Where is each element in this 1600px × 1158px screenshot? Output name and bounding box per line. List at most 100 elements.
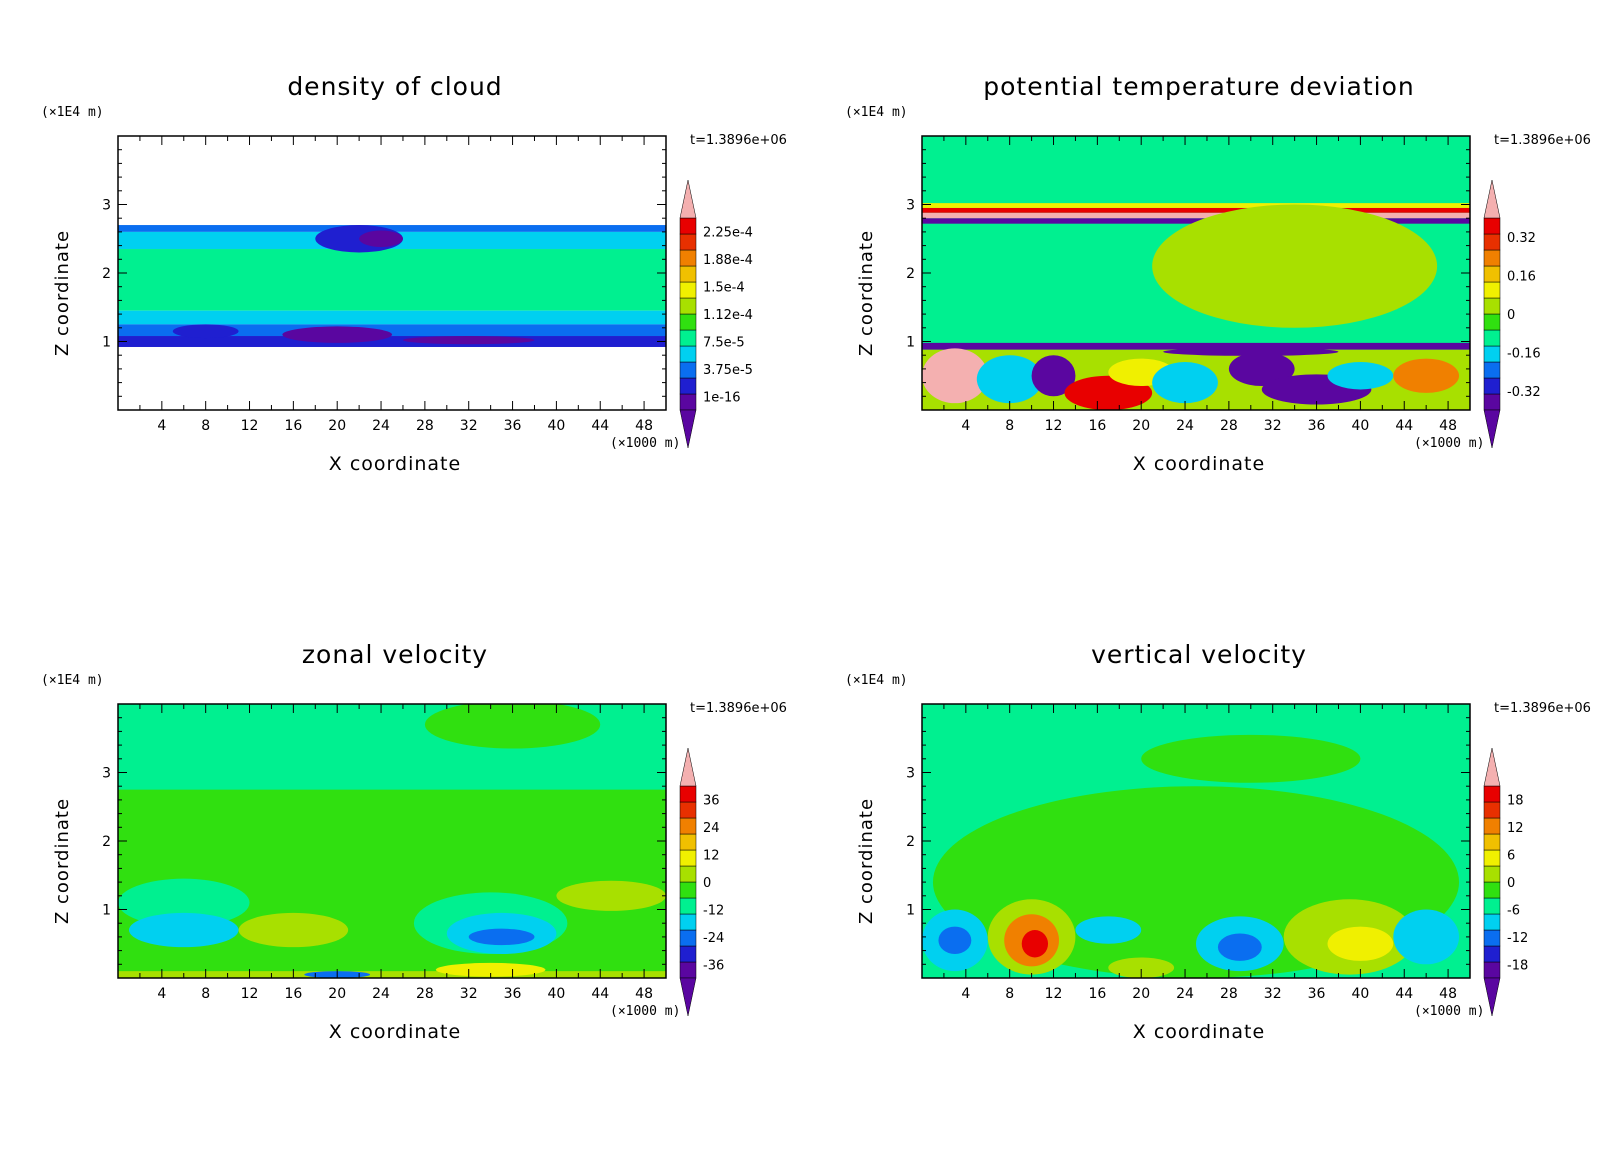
colorbar-bottom-arrow [1483, 409, 1501, 449]
x-tick-label: 24 [1176, 986, 1194, 1002]
colorbar-cell [1483, 865, 1501, 883]
colorbar-cell [1483, 393, 1501, 411]
x-tick-label: 8 [201, 986, 210, 1002]
x-tick-label: 32 [460, 418, 478, 434]
colorbar-label: 18 [1507, 794, 1524, 809]
colorbar-cell [1483, 913, 1501, 931]
colorbar-cell [1483, 785, 1501, 803]
y-tick-label: 3 [906, 766, 915, 782]
colorbar-label: 0 [703, 876, 711, 891]
x-tick-label: 44 [591, 418, 609, 434]
colorbar-label: 3.75e-5 [703, 363, 753, 378]
colorbar-cell [679, 817, 697, 835]
field-blob [938, 926, 972, 955]
colorbar-cell [1483, 377, 1501, 395]
colorbar-label: 1.12e-4 [703, 308, 753, 323]
colorbar-cell [679, 897, 697, 915]
colorbar-cell [679, 801, 697, 819]
x-tick-label: 4 [961, 986, 970, 1002]
colorbar-label: 2.25e-4 [703, 226, 753, 241]
x-tick-label: 48 [635, 418, 653, 434]
colorbar-cell [1483, 881, 1501, 899]
field-band [922, 203, 1470, 208]
colorbar-cell [679, 377, 697, 395]
field-blob [172, 324, 239, 339]
x-tick-label: 16 [284, 986, 302, 1002]
field-band [922, 218, 1470, 224]
colorbar-top-arrow [679, 747, 697, 787]
panel-vertical-velocity: vertical velocity (×1E4 m) t=1.3896e+06 … [804, 568, 1594, 1128]
panel-density-of-cloud: density of cloud (×1E4 m) t=1.3896e+06 Z… [0, 0, 790, 560]
field-blob [128, 912, 239, 948]
x-tick-label: 20 [328, 986, 346, 1002]
x-scale-note: (×1000 m) [610, 1004, 681, 1019]
colorbar-top-arrow [1483, 179, 1501, 219]
field-blob [1141, 734, 1361, 783]
field-band [118, 225, 666, 232]
field-band [118, 249, 666, 311]
colorbar-bottom-arrow [679, 409, 697, 449]
x-tick-label: 40 [547, 418, 565, 434]
colorbar-cell [679, 961, 697, 979]
x-tick-label: 40 [1351, 986, 1369, 1002]
colorbar-cell [679, 833, 697, 851]
x-tick-label: 12 [1045, 418, 1063, 434]
y-scale-note: (×1E4 m) [845, 673, 908, 688]
chart-title: potential temperature deviation [983, 72, 1415, 101]
x-tick-label: 20 [328, 418, 346, 434]
x-tick-label: 8 [1005, 986, 1014, 1002]
x-tick-label: 28 [1220, 986, 1238, 1002]
colorbar-label: -0.16 [1507, 346, 1541, 361]
x-tick-label: 28 [416, 418, 434, 434]
colorbar-cell [1483, 281, 1501, 299]
colorbar-cell [679, 849, 697, 867]
x-scale-note: (×1000 m) [1414, 1004, 1485, 1019]
x-tick-label: 8 [1005, 418, 1014, 434]
x-axis-label: X coordinate [1132, 1021, 1266, 1043]
field-band [118, 324, 666, 337]
colorbar-label: 24 [703, 821, 720, 836]
y-tick-label: 2 [102, 266, 111, 282]
chart-title: density of cloud [287, 72, 503, 101]
colorbar-cell [1483, 945, 1501, 963]
y-tick-label: 3 [906, 198, 915, 214]
field-blob [1108, 957, 1175, 978]
y-scale-note: (×1E4 m) [41, 105, 104, 120]
field [922, 704, 1470, 978]
colorbar-label: 1e-16 [703, 390, 741, 405]
x-tick-label: 24 [372, 986, 390, 1002]
colorbar-cell [1483, 897, 1501, 915]
y-tick-label: 1 [102, 903, 111, 919]
colorbar-cell [679, 313, 697, 331]
colorbar-cell [679, 913, 697, 931]
colorbar-label: -12 [703, 903, 724, 918]
colorbar-cell [679, 265, 697, 283]
x-tick-label: 32 [1264, 986, 1282, 1002]
colorbar-cell [1483, 961, 1501, 979]
colorbar-cell [679, 233, 697, 251]
y-tick-label: 1 [102, 335, 111, 351]
y-tick-label: 3 [102, 198, 111, 214]
x-tick-label: 44 [1395, 418, 1413, 434]
x-tick-label: 8 [201, 418, 210, 434]
colorbar-label: 12 [703, 849, 720, 864]
colorbar-cell [1483, 233, 1501, 251]
x-tick-label: 12 [1045, 986, 1063, 1002]
field-blob [468, 928, 535, 946]
colorbar-cell [679, 217, 697, 235]
x-axis-label: X coordinate [328, 453, 462, 475]
colorbar-label: 1.88e-4 [703, 253, 753, 268]
chart-title: zonal velocity [301, 640, 489, 669]
y-tick-label: 3 [102, 766, 111, 782]
x-tick-label: 44 [591, 986, 609, 1002]
colorbar-cell [679, 345, 697, 363]
x-tick-label: 20 [1132, 418, 1150, 434]
field-blob [1152, 204, 1438, 328]
field-blob [1327, 926, 1394, 961]
colorbar-cell [1483, 217, 1501, 235]
colorbar-cell [679, 297, 697, 315]
field-blob [1021, 930, 1049, 958]
field-blob [282, 326, 393, 343]
colorbar-cell [679, 945, 697, 963]
